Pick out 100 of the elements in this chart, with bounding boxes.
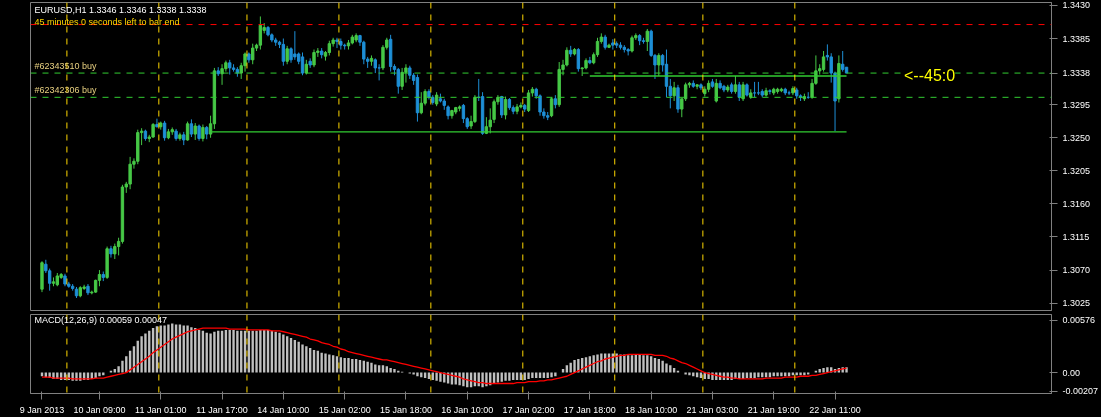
x-tick-label: 14 Jan 10:00 — [257, 404, 310, 415]
ref-line-label: #62342306 buy — [34, 85, 98, 96]
y-tick-label: -0.00207 — [1062, 386, 1099, 397]
bar — [297, 341, 300, 373]
bar — [343, 358, 346, 373]
bar — [803, 372, 806, 376]
bar — [592, 355, 595, 373]
y-tick-label: 1.3115 — [1062, 231, 1090, 242]
bar — [550, 372, 553, 378]
bar — [619, 354, 622, 373]
bar — [527, 372, 530, 379]
bar — [481, 372, 484, 388]
x-tick-label: 9 Jan 2013 — [19, 404, 65, 415]
bar — [255, 330, 258, 373]
bar — [98, 372, 101, 377]
bar — [757, 372, 760, 378]
bar — [347, 358, 350, 373]
candlestick — [768, 88, 772, 95]
bar — [638, 354, 641, 373]
candlestick — [657, 52, 661, 77]
bar — [186, 325, 189, 373]
x-tick-label: 18 Jan 10:00 — [625, 404, 678, 415]
y-tick-label: 1.3295 — [1062, 99, 1091, 110]
y-tick-label: 1.3385 — [1062, 33, 1091, 44]
bar — [324, 353, 327, 373]
text: <--45:0 — [904, 66, 956, 84]
bar — [435, 372, 438, 381]
bar — [753, 372, 756, 379]
x-tick-label: 21 Jan 19:00 — [747, 404, 800, 415]
candlestick — [155, 118, 159, 128]
bar — [554, 372, 557, 377]
bar — [462, 372, 465, 387]
bar — [623, 354, 626, 373]
x-tick-label: 16 Jan 10:00 — [441, 404, 494, 415]
candlestick — [737, 81, 741, 102]
bar — [688, 372, 691, 376]
x-tick-label: 15 Jan 18:00 — [379, 404, 432, 415]
candlestick — [400, 67, 404, 91]
y-tick-label: 1.3070 — [1062, 265, 1091, 276]
bar — [416, 372, 419, 377]
candlestick — [396, 67, 400, 95]
candlestick — [185, 121, 190, 142]
bar — [328, 354, 331, 373]
bar — [531, 372, 534, 379]
chart-title: MACD(12,26,9) 0.00059 0.00047 — [34, 314, 168, 325]
candlestick — [251, 43, 255, 65]
bar — [822, 368, 825, 373]
x-tick-label: 22 Jan 11:00 — [809, 404, 861, 415]
candlestick — [672, 81, 676, 102]
bar — [672, 368, 676, 373]
candlestick — [128, 156, 132, 190]
candlestick — [821, 50, 826, 73]
bar — [278, 332, 281, 373]
bar — [381, 365, 385, 373]
bar — [665, 363, 668, 373]
bar — [669, 365, 672, 373]
bar — [615, 353, 618, 373]
bar — [305, 346, 308, 373]
bar — [642, 355, 645, 373]
bar — [144, 333, 147, 373]
ref-line-label: #62343510 buy — [34, 61, 98, 72]
x-tick-label: 10 Jan 09:00 — [73, 404, 126, 415]
bar — [232, 329, 235, 373]
candlestick — [419, 91, 423, 115]
bar — [439, 372, 442, 382]
bar — [301, 344, 304, 373]
y-tick-label: 1.3160 — [1062, 198, 1091, 209]
bar — [485, 372, 488, 387]
bar — [351, 358, 354, 373]
bar — [776, 372, 779, 377]
y-tick-label: 1.3430 — [1062, 0, 1091, 11]
y-tick-label: 0.00 — [1062, 367, 1081, 378]
y-tick-label: 1.3205 — [1062, 165, 1091, 176]
bar — [320, 352, 323, 373]
bar — [504, 372, 507, 381]
x-tick-label: 15 Jan 02:00 — [318, 404, 371, 415]
bar — [121, 360, 124, 373]
chart-title: EURUSD,H1 1.3346 1.3346 1.3338 1.3338 — [34, 4, 207, 15]
bar — [389, 368, 392, 373]
bar — [596, 354, 599, 373]
bar — [600, 353, 603, 373]
bar — [393, 368, 396, 373]
candlestick — [285, 45, 289, 65]
bar — [259, 329, 262, 373]
bar — [236, 330, 239, 373]
bar — [385, 366, 388, 373]
candlestick — [293, 30, 297, 61]
line-series — [41, 327, 848, 385]
bar — [799, 372, 802, 376]
x-tick-label: 11 Jan 01:00 — [135, 404, 187, 415]
candlestick — [741, 81, 745, 102]
bar — [140, 336, 143, 373]
bar — [163, 325, 166, 373]
bar — [661, 360, 664, 373]
bar — [370, 362, 373, 373]
bar — [167, 324, 170, 373]
bar — [374, 364, 377, 373]
bar — [565, 365, 569, 373]
y-tick-label: 0.00576 — [1062, 315, 1096, 326]
candlestick — [220, 63, 224, 86]
